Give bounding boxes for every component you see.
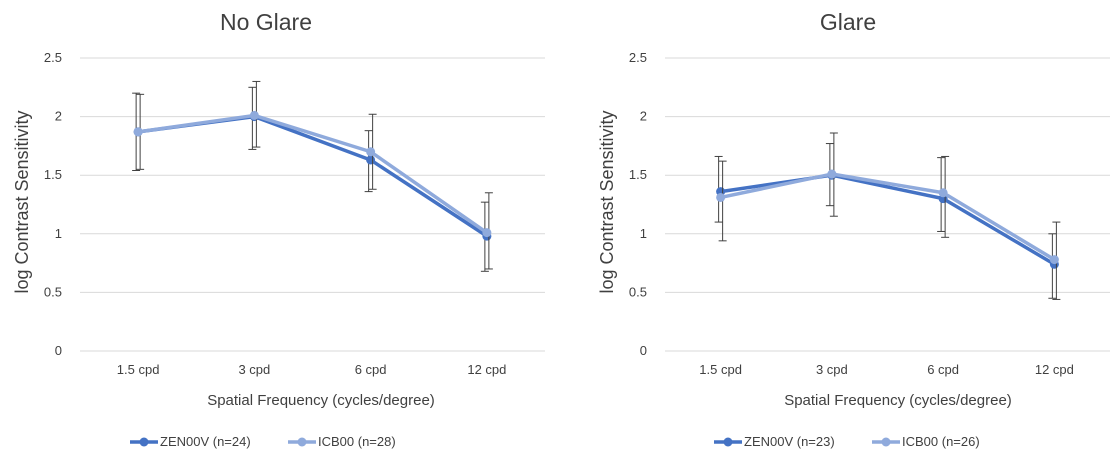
x-tick-label: 12 cpd <box>1035 362 1074 377</box>
legend-swatch-marker <box>139 437 149 447</box>
data-point <box>482 228 492 238</box>
y-tick-label: 1.5 <box>44 167 62 182</box>
y-tick-label: 2.5 <box>44 50 62 65</box>
y-axis-title: log Contrast Sensitivity <box>12 110 32 293</box>
series-icb00 <box>133 80 493 270</box>
data-point <box>827 169 837 179</box>
legend-label: ZEN00V (n=23) <box>744 434 835 449</box>
y-axis-title: log Contrast Sensitivity <box>597 110 617 293</box>
y-tick-label: 1 <box>640 226 647 241</box>
chart-title: No Glare <box>220 9 312 35</box>
data-point <box>366 147 376 157</box>
legend-swatch-marker <box>297 437 307 447</box>
chart-panel-1: No Glare 0 0.5 1 1.5 2 2.5 1.5 cpd 3 cpd 6 cpd 12 … <box>12 9 545 449</box>
series-icb00 <box>716 132 1061 300</box>
chart-title: Glare <box>820 9 876 35</box>
series-line <box>137 113 488 235</box>
legend-label: ICB00 (n=28) <box>318 434 396 449</box>
y-tick-label: 1.5 <box>629 167 647 182</box>
legend-label: ZEN00V (n=24) <box>160 434 251 449</box>
y-tick-label: 0 <box>55 343 62 358</box>
x-tick-label: 6 cpd <box>927 362 959 377</box>
x-tick-label: 6 cpd <box>355 362 387 377</box>
series-line <box>720 172 1056 262</box>
legend-label: ICB00 (n=26) <box>902 434 980 449</box>
series-zen00v <box>714 143 1059 299</box>
y-tick-label: 0 <box>640 343 647 358</box>
series-zen00v <box>132 86 492 272</box>
y-tick-label: 2.5 <box>629 50 647 65</box>
data-point <box>1049 255 1059 265</box>
y-tick-label: 0.5 <box>629 284 647 299</box>
y-tick-label: 2 <box>55 109 62 124</box>
data-point <box>133 127 143 137</box>
x-tick-label: 3 cpd <box>238 362 270 377</box>
x-axis-title: Spatial Frequency (cycles/degree) <box>207 392 435 409</box>
data-point <box>366 155 376 165</box>
y-tick-label: 1 <box>55 226 62 241</box>
x-tick-label: 1.5 cpd <box>117 362 160 377</box>
legend-swatch-marker <box>723 437 733 447</box>
series-line <box>720 173 1056 266</box>
data-point <box>249 110 259 120</box>
data-point <box>716 192 726 202</box>
x-tick-label: 3 cpd <box>816 362 848 377</box>
chart-panel-2: Glare 0 0.5 1 1.5 2 2.5 1.5 cpd 3 cpd 6 cpd 12 cpd… <box>597 9 1110 449</box>
y-tick-label: 2 <box>640 109 647 124</box>
data-point <box>938 188 948 198</box>
legend: ZEN00V (n=23) ICB00 (n=26) <box>714 434 980 449</box>
y-tick-label: 0.5 <box>44 284 62 299</box>
legend: ZEN00V (n=24) ICB00 (n=28) <box>130 434 396 449</box>
legend-swatch-marker <box>881 437 891 447</box>
x-axis-title: Spatial Frequency (cycles/degree) <box>784 392 1012 409</box>
x-tick-label: 1.5 cpd <box>699 362 742 377</box>
x-tick-label: 12 cpd <box>467 362 506 377</box>
